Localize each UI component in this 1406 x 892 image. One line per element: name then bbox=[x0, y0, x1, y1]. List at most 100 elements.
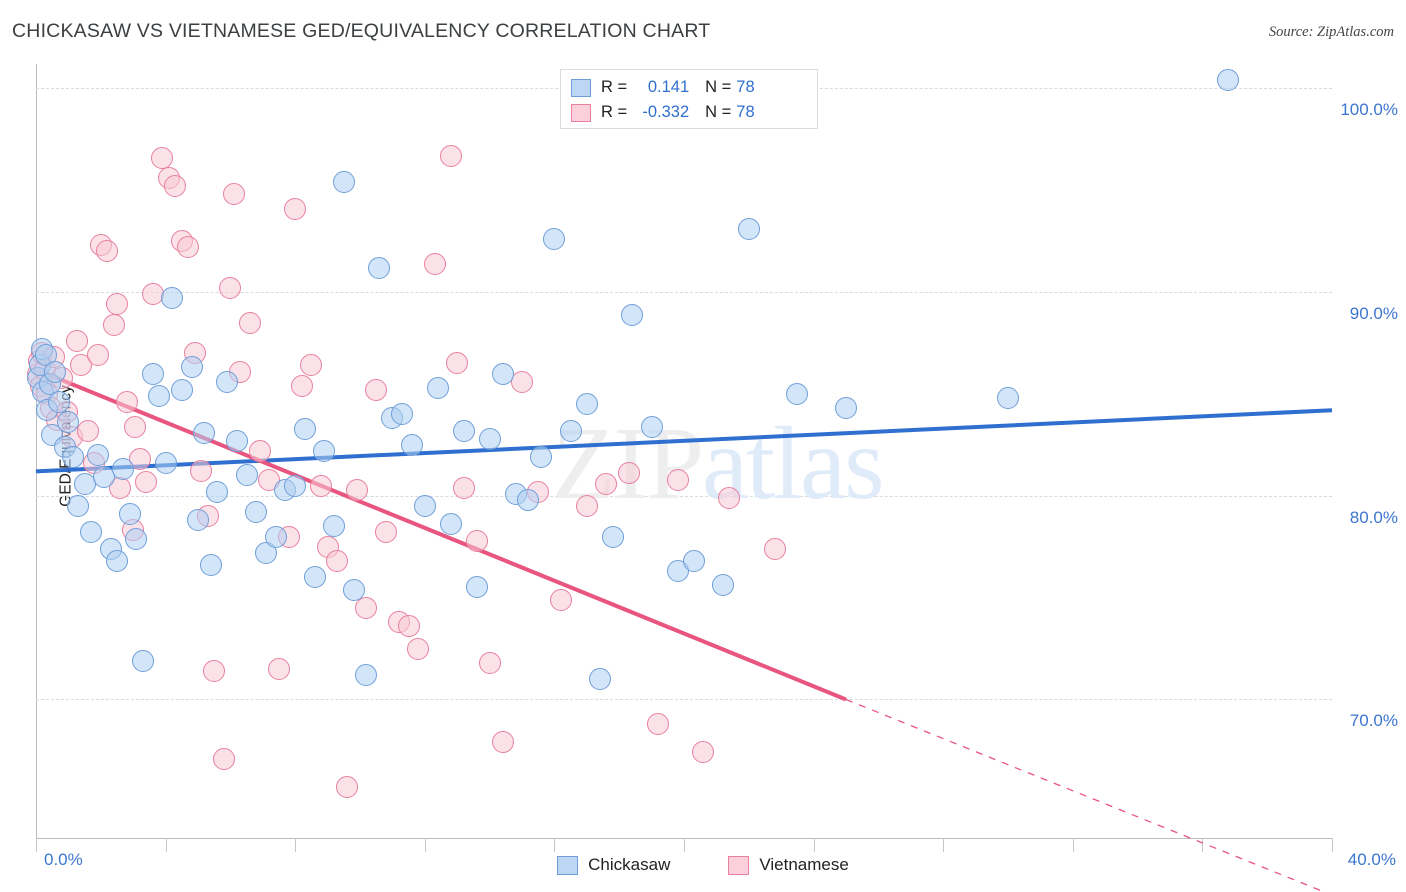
scatter-point-chickasaw[interactable] bbox=[478, 427, 501, 450]
scatter-point-vietnamese[interactable] bbox=[106, 293, 128, 316]
scatter-point-chickasaw[interactable] bbox=[1217, 69, 1240, 92]
scatter-point-vietnamese[interactable] bbox=[70, 354, 93, 377]
scatter-point-chickasaw[interactable] bbox=[235, 464, 258, 487]
scatter-point-chickasaw[interactable] bbox=[640, 415, 663, 438]
scatter-point-chickasaw[interactable] bbox=[293, 417, 316, 440]
scatter-point-vietnamese[interactable] bbox=[135, 470, 158, 493]
scatter-point-chickasaw[interactable] bbox=[737, 217, 760, 240]
scatter-point-chickasaw[interactable] bbox=[44, 360, 67, 383]
scatter-point-chickasaw[interactable] bbox=[180, 356, 203, 379]
scatter-point-vietnamese[interactable] bbox=[397, 615, 420, 638]
scatter-point-chickasaw[interactable] bbox=[264, 525, 287, 548]
scatter-point-vietnamese[interactable] bbox=[423, 252, 446, 275]
scatter-point-vietnamese[interactable] bbox=[345, 478, 368, 501]
scatter-point-chickasaw[interactable] bbox=[575, 393, 598, 416]
scatter-point-chickasaw[interactable] bbox=[57, 411, 80, 434]
scatter-point-chickasaw[interactable] bbox=[997, 387, 1019, 410]
scatter-point-chickasaw[interactable] bbox=[426, 376, 449, 399]
scatter-point-vietnamese[interactable] bbox=[491, 731, 514, 754]
scatter-point-chickasaw[interactable] bbox=[452, 419, 475, 442]
scatter-point-vietnamese[interactable] bbox=[222, 183, 245, 206]
scatter-point-vietnamese[interactable] bbox=[65, 330, 88, 352]
scatter-point-chickasaw[interactable] bbox=[93, 466, 116, 489]
scatter-point-vietnamese[interactable] bbox=[355, 596, 378, 619]
scatter-point-vietnamese[interactable] bbox=[452, 476, 475, 499]
scatter-point-vietnamese[interactable] bbox=[268, 657, 290, 680]
scatter-point-vietnamese[interactable] bbox=[666, 468, 689, 491]
scatter-point-chickasaw[interactable] bbox=[187, 509, 209, 532]
scatter-point-chickasaw[interactable] bbox=[67, 494, 90, 517]
scatter-point-chickasaw[interactable] bbox=[342, 578, 365, 601]
scatter-point-chickasaw[interactable] bbox=[170, 378, 193, 401]
scatter-point-vietnamese[interactable] bbox=[115, 391, 138, 414]
scatter-point-vietnamese[interactable] bbox=[151, 146, 174, 169]
scatter-point-vietnamese[interactable] bbox=[141, 283, 164, 306]
scatter-point-vietnamese[interactable] bbox=[763, 537, 786, 560]
scatter-point-chickasaw[interactable] bbox=[148, 385, 171, 407]
scatter-point-chickasaw[interactable] bbox=[112, 458, 135, 481]
scatter-point-chickasaw[interactable] bbox=[303, 566, 326, 589]
scatter-point-vietnamese[interactable] bbox=[692, 741, 715, 764]
scatter-point-chickasaw[interactable] bbox=[216, 370, 239, 393]
scatter-point-chickasaw[interactable] bbox=[323, 515, 346, 538]
scatter-point-vietnamese[interactable] bbox=[365, 378, 388, 401]
scatter-point-chickasaw[interactable] bbox=[332, 171, 355, 194]
scatter-point-vietnamese[interactable] bbox=[123, 415, 146, 438]
scatter-point-chickasaw[interactable] bbox=[80, 521, 103, 544]
scatter-point-chickasaw[interactable] bbox=[391, 403, 414, 426]
scatter-point-vietnamese[interactable] bbox=[575, 494, 598, 517]
scatter-point-vietnamese[interactable] bbox=[617, 462, 640, 485]
scatter-point-vietnamese[interactable] bbox=[86, 344, 109, 367]
scatter-point-vietnamese[interactable] bbox=[374, 521, 397, 544]
scatter-point-chickasaw[interactable] bbox=[106, 549, 128, 572]
scatter-point-vietnamese[interactable] bbox=[102, 313, 125, 336]
scatter-point-chickasaw[interactable] bbox=[245, 501, 268, 524]
scatter-point-chickasaw[interactable] bbox=[154, 452, 177, 475]
scatter-point-vietnamese[interactable] bbox=[300, 354, 323, 377]
scatter-point-vietnamese[interactable] bbox=[439, 144, 462, 167]
scatter-point-chickasaw[interactable] bbox=[62, 446, 85, 469]
scatter-point-vietnamese[interactable] bbox=[76, 419, 99, 442]
scatter-point-chickasaw[interactable] bbox=[141, 362, 164, 385]
scatter-point-chickasaw[interactable] bbox=[118, 503, 141, 526]
scatter-point-chickasaw[interactable] bbox=[161, 287, 184, 310]
scatter-point-vietnamese[interactable] bbox=[238, 311, 261, 334]
scatter-point-chickasaw[interactable] bbox=[193, 421, 216, 444]
scatter-point-chickasaw[interactable] bbox=[786, 382, 809, 405]
legend-item-vietnamese[interactable]: Vietnamese bbox=[728, 855, 849, 875]
scatter-point-vietnamese[interactable] bbox=[190, 460, 213, 483]
scatter-point-chickasaw[interactable] bbox=[666, 560, 689, 583]
scatter-point-chickasaw[interactable] bbox=[86, 444, 109, 467]
scatter-point-vietnamese[interactable] bbox=[310, 474, 333, 497]
scatter-point-chickasaw[interactable] bbox=[517, 488, 540, 511]
scatter-point-chickasaw[interactable] bbox=[491, 362, 514, 385]
scatter-point-chickasaw[interactable] bbox=[543, 228, 566, 251]
scatter-point-chickasaw[interactable] bbox=[313, 440, 336, 462]
scatter-point-chickasaw[interactable] bbox=[530, 446, 553, 469]
scatter-point-chickasaw[interactable] bbox=[601, 525, 624, 548]
scatter-point-chickasaw[interactable] bbox=[400, 433, 423, 456]
scatter-point-chickasaw[interactable] bbox=[588, 668, 611, 691]
scatter-point-vietnamese[interactable] bbox=[326, 549, 349, 572]
scatter-point-vietnamese[interactable] bbox=[595, 472, 618, 495]
scatter-point-chickasaw[interactable] bbox=[131, 649, 154, 672]
scatter-point-vietnamese[interactable] bbox=[203, 659, 226, 682]
scatter-point-chickasaw[interactable] bbox=[47, 391, 70, 414]
scatter-point-vietnamese[interactable] bbox=[177, 236, 200, 259]
scatter-point-vietnamese[interactable] bbox=[478, 651, 501, 674]
scatter-point-vietnamese[interactable] bbox=[96, 240, 119, 263]
scatter-point-vietnamese[interactable] bbox=[718, 486, 741, 509]
scatter-point-vietnamese[interactable] bbox=[164, 175, 187, 198]
scatter-point-vietnamese[interactable] bbox=[446, 352, 469, 375]
scatter-point-vietnamese[interactable] bbox=[407, 637, 430, 660]
scatter-point-chickasaw[interactable] bbox=[413, 494, 436, 517]
scatter-point-vietnamese[interactable] bbox=[290, 374, 313, 397]
scatter-point-chickasaw[interactable] bbox=[225, 429, 248, 452]
scatter-point-chickasaw[interactable] bbox=[125, 527, 148, 550]
scatter-point-vietnamese[interactable] bbox=[465, 529, 488, 552]
scatter-point-chickasaw[interactable] bbox=[621, 303, 644, 326]
scatter-point-chickasaw[interactable] bbox=[559, 419, 582, 442]
scatter-point-chickasaw[interactable] bbox=[711, 574, 734, 597]
scatter-point-chickasaw[interactable] bbox=[206, 480, 229, 503]
scatter-point-vietnamese[interactable] bbox=[647, 712, 670, 735]
